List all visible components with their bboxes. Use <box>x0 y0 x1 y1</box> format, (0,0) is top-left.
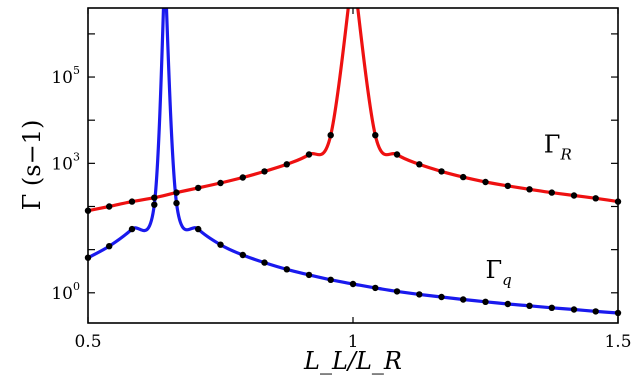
data-point-gamma-q <box>327 276 334 283</box>
data-point-gamma-q <box>438 293 445 301</box>
series-label-gamma-q: Γq <box>486 256 512 289</box>
data-point-gamma-q <box>305 271 313 279</box>
y-tick-label: 105 <box>51 64 80 88</box>
x-tick-label: 1 <box>348 332 359 352</box>
data-point-gamma-r <box>438 168 445 175</box>
data-point-gamma-r <box>393 151 401 158</box>
data-point-gamma-q <box>592 308 599 315</box>
data-point-gamma-q <box>151 201 158 208</box>
data-point-gamma-q <box>106 243 113 250</box>
axis-ticks <box>87 8 619 323</box>
data-point-gamma-r <box>195 184 202 192</box>
series-line-gamma-q-left <box>88 8 166 260</box>
data-point-gamma-r <box>173 189 180 196</box>
series-line-gamma-r-left <box>88 8 350 213</box>
data-point-gamma-r <box>372 132 379 139</box>
y-tick-label: 100 <box>51 280 80 304</box>
data-point-gamma-q <box>548 304 555 311</box>
series-line-gamma-r-right <box>356 8 618 204</box>
data-point-gamma-r <box>548 189 555 196</box>
data-point-gamma-r <box>239 174 246 181</box>
data-point-gamma-q <box>526 302 533 309</box>
y-tick-label: 103 <box>51 150 80 174</box>
tick-labels: 0.5 1 1.5 100 103 105 <box>51 64 631 352</box>
data-point-gamma-r <box>482 178 489 186</box>
series-annotations: ΓR Γq <box>486 130 572 289</box>
data-point-gamma-r <box>526 186 533 193</box>
data-point-gamma-r <box>305 151 313 158</box>
data-point-gamma-q <box>416 291 423 298</box>
x-tick-label: 0.5 <box>74 332 101 352</box>
data-point-gamma-r <box>128 198 136 205</box>
data-point-gamma-r <box>460 173 467 181</box>
data-point-gamma-q <box>570 306 578 313</box>
x-axis-title: L_L/L_R <box>303 347 402 375</box>
data-point-gamma-q <box>128 225 136 233</box>
series-label-gamma-r: ΓR <box>544 130 572 163</box>
data-point-gamma-r <box>416 161 423 168</box>
plot-area <box>84 8 622 317</box>
data-point-gamma-r <box>261 168 268 175</box>
data-point-gamma-r <box>106 203 113 210</box>
data-point-gamma-r <box>151 194 158 201</box>
x-tick-label: 1.5 <box>604 332 631 352</box>
data-point-gamma-q <box>372 284 379 292</box>
data-point-gamma-q <box>217 241 224 248</box>
data-point-gamma-r <box>570 192 578 199</box>
data-point-gamma-r <box>283 161 290 168</box>
data-point-gamma-r <box>592 195 599 202</box>
data-point-gamma-r <box>504 182 511 190</box>
data-point-gamma-q <box>195 225 202 233</box>
data-point-gamma-q <box>393 288 401 295</box>
data-point-gamma-q <box>460 296 467 303</box>
data-point-gamma-q <box>482 298 489 305</box>
data-point-gamma-q <box>173 199 180 207</box>
y-axis-title: Γ (s−1) <box>18 120 46 211</box>
series-curves <box>88 8 618 315</box>
data-point-gamma-q <box>349 280 357 288</box>
data-point-gamma-r <box>217 179 224 187</box>
data-point-gamma-q <box>283 266 290 273</box>
data-point-gamma-r <box>327 132 334 139</box>
data-point-gamma-q <box>239 251 246 259</box>
data-point-gamma-q <box>504 300 511 308</box>
data-point-gamma-q <box>261 259 268 266</box>
